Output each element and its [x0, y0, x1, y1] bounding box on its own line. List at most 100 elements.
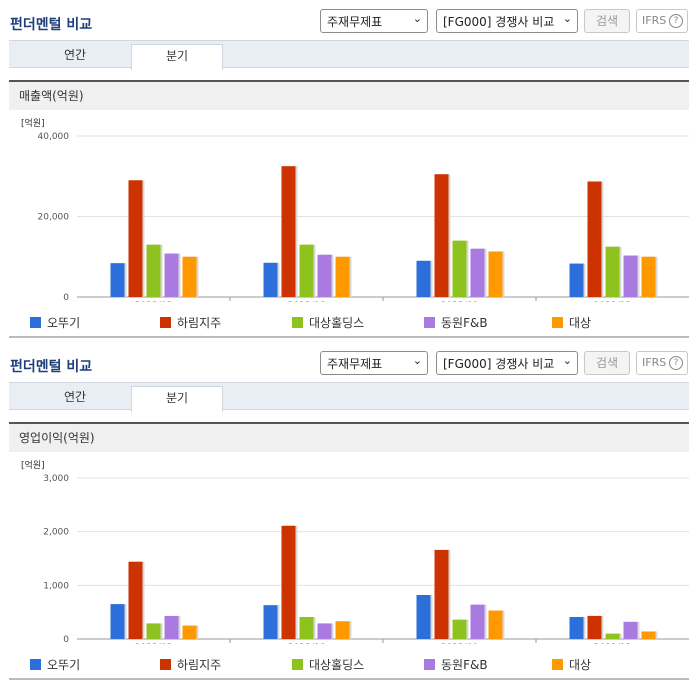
y-tick-label: 20,000	[38, 213, 70, 223]
y-tick-label: 0	[63, 635, 69, 644]
bar-하림지주-2023-12[interactable]	[587, 181, 602, 297]
bar-동원f-b-2023-03[interactable]	[164, 615, 179, 639]
bar-대상홀딩스-2023-06[interactable]	[299, 244, 314, 297]
statement-type-select[interactable]: 주재무제표 ⌄	[320, 9, 428, 33]
bar-오뚜기-2023-12[interactable]	[569, 616, 584, 639]
chart-legend: 오뚜기 하림지주 대상홀딩스 동원F&B 대상	[30, 314, 650, 330]
bar-대상홀딩스-2023-03[interactable]	[146, 244, 161, 297]
search-button[interactable]: 검색	[584, 9, 630, 33]
y-tick-label: 3,000	[43, 474, 69, 484]
bar-오뚜기-2023-06[interactable]	[263, 605, 278, 639]
legend-label: 동원F&B	[441, 316, 488, 330]
bar-하림지주-2023-09[interactable]	[434, 174, 449, 297]
bar-오뚜기-2023-03[interactable]	[110, 604, 125, 639]
legend-label: 대상	[569, 658, 592, 672]
bar-대상-2023-06[interactable]	[335, 256, 350, 297]
legend-swatch	[292, 317, 303, 328]
period-tabs: 연간 분기	[9, 382, 689, 412]
chevron-down-icon: ⌄	[562, 12, 572, 25]
chart-legend: 오뚜기 하림지주 대상홀딩스 동원F&B 대상	[30, 656, 650, 672]
bar-동원f-b-2023-12[interactable]	[623, 255, 638, 297]
bar-대상홀딩스-2023-09[interactable]	[452, 240, 467, 297]
legend-item-동원f-b[interactable]: 동원F&B	[424, 314, 488, 331]
bar-동원f-b-2023-03[interactable]	[164, 253, 179, 297]
bar-대상홀딩스-2023-09[interactable]	[452, 619, 467, 639]
bar-동원f-b-2023-09[interactable]	[470, 248, 485, 297]
operating-income-bar-chart: [억원] 0 1,000 2,000 3,000 2023/03 2023/06 2023/0…	[21, 459, 689, 644]
fundamental-panel-revenue: 펀더멘털 비교 주재무제표 ⌄ [FG000] 경쟁사 비교 ⌄ 검색 IFRS…	[0, 0, 696, 338]
legend-swatch	[424, 317, 435, 328]
bar-하림지주-2023-03[interactable]	[128, 561, 143, 639]
x-tick-label: 2023/03	[135, 643, 172, 644]
legend-label: 대상	[569, 316, 592, 330]
bar-동원f-b-2023-12[interactable]	[623, 621, 638, 639]
period-tabs: 연간 분기	[9, 40, 689, 70]
panel-header: 펀더멘털 비교 주재무제표 ⌄ [FG000] 경쟁사 비교 ⌄ 검색 IFRS…	[0, 0, 696, 40]
bar-대상홀딩스-2023-12[interactable]	[605, 633, 620, 639]
legend-swatch	[552, 659, 563, 670]
bar-대상-2023-09[interactable]	[488, 610, 503, 639]
legend-label: 동원F&B	[441, 658, 488, 672]
bar-대상홀딩스-2023-06[interactable]	[299, 616, 314, 639]
legend-item-대상홀딩스[interactable]: 대상홀딩스	[292, 656, 364, 673]
bar-대상-2023-12[interactable]	[641, 256, 656, 297]
bar-동원f-b-2023-09[interactable]	[470, 604, 485, 639]
legend-swatch	[424, 659, 435, 670]
legend-label: 오뚜기	[47, 658, 81, 672]
peer-group-select[interactable]: [FG000] 경쟁사 비교 ⌄	[436, 9, 578, 33]
bar-오뚜기-2023-03[interactable]	[110, 263, 125, 297]
tab-annual[interactable]: 연간	[63, 48, 87, 62]
bar-오뚜기-2023-06[interactable]	[263, 262, 278, 297]
x-tick-label: 2023/09	[441, 643, 479, 644]
x-tick-label: 2023/09	[441, 301, 479, 302]
bar-오뚜기-2023-12[interactable]	[569, 263, 584, 297]
legend-item-하림지주[interactable]: 하림지주	[160, 656, 221, 673]
statement-type-select[interactable]: 주재무제표 ⌄	[320, 351, 428, 375]
bar-동원f-b-2023-06[interactable]	[317, 254, 332, 297]
bar-대상-2023-03[interactable]	[182, 625, 197, 639]
bar-하림지주-2023-12[interactable]	[587, 615, 602, 639]
legend-swatch	[30, 659, 41, 670]
peer-group-select[interactable]: [FG000] 경쟁사 비교 ⌄	[436, 351, 578, 375]
tab-annual[interactable]: 연간	[63, 390, 87, 404]
bar-대상-2023-12[interactable]	[641, 631, 656, 639]
bar-대상-2023-09[interactable]	[488, 251, 503, 297]
bar-동원f-b-2023-06[interactable]	[317, 623, 332, 639]
chevron-down-icon: ⌄	[562, 354, 572, 367]
legend-label: 오뚜기	[47, 316, 81, 330]
bar-대상홀딩스-2023-12[interactable]	[605, 246, 620, 297]
ifrs-label: IFRS	[642, 14, 667, 27]
ifrs-button[interactable]: IFRS ?	[636, 351, 688, 375]
panel-title: 펀더멘털 비교	[10, 359, 93, 375]
y-tick-label: 40,000	[38, 132, 70, 142]
bar-하림지주-2023-09[interactable]	[434, 549, 449, 639]
bar-하림지주-2023-03[interactable]	[128, 180, 143, 297]
search-button[interactable]: 검색	[584, 351, 630, 375]
tab-quarter[interactable]: 분기	[131, 44, 223, 70]
bar-대상홀딩스-2023-03[interactable]	[146, 623, 161, 639]
ifrs-button[interactable]: IFRS ?	[636, 9, 688, 33]
statement-type-value: 주재무제표	[327, 357, 383, 371]
peer-group-value: [FG000] 경쟁사 비교	[443, 357, 555, 371]
legend-label: 대상홀딩스	[309, 658, 365, 672]
legend-item-동원f-b[interactable]: 동원F&B	[424, 656, 488, 673]
chevron-down-icon: ⌄	[412, 354, 422, 367]
legend-item-대상[interactable]: 대상	[552, 656, 591, 673]
bar-하림지주-2023-06[interactable]	[281, 166, 296, 297]
legend-item-하림지주[interactable]: 하림지주	[160, 314, 221, 331]
bar-대상-2023-03[interactable]	[182, 256, 197, 297]
legend-item-오뚜기[interactable]: 오뚜기	[30, 656, 80, 673]
help-icon[interactable]: ?	[669, 14, 683, 28]
bar-하림지주-2023-06[interactable]	[281, 525, 296, 639]
bar-오뚜기-2023-09[interactable]	[416, 594, 431, 639]
y-tick-label: 1,000	[43, 581, 69, 591]
help-icon[interactable]: ?	[669, 356, 683, 370]
legend-swatch	[160, 659, 171, 670]
legend-item-대상[interactable]: 대상	[552, 314, 591, 331]
fundamental-panel-operating-income: 펀더멘털 비교 주재무제표 ⌄ [FG000] 경쟁사 비교 ⌄ 검색 IFRS…	[0, 342, 696, 684]
legend-item-오뚜기[interactable]: 오뚜기	[30, 314, 80, 331]
legend-item-대상홀딩스[interactable]: 대상홀딩스	[292, 314, 364, 331]
bar-오뚜기-2023-09[interactable]	[416, 260, 431, 297]
tab-quarter[interactable]: 분기	[131, 386, 223, 412]
bar-대상-2023-06[interactable]	[335, 621, 350, 639]
